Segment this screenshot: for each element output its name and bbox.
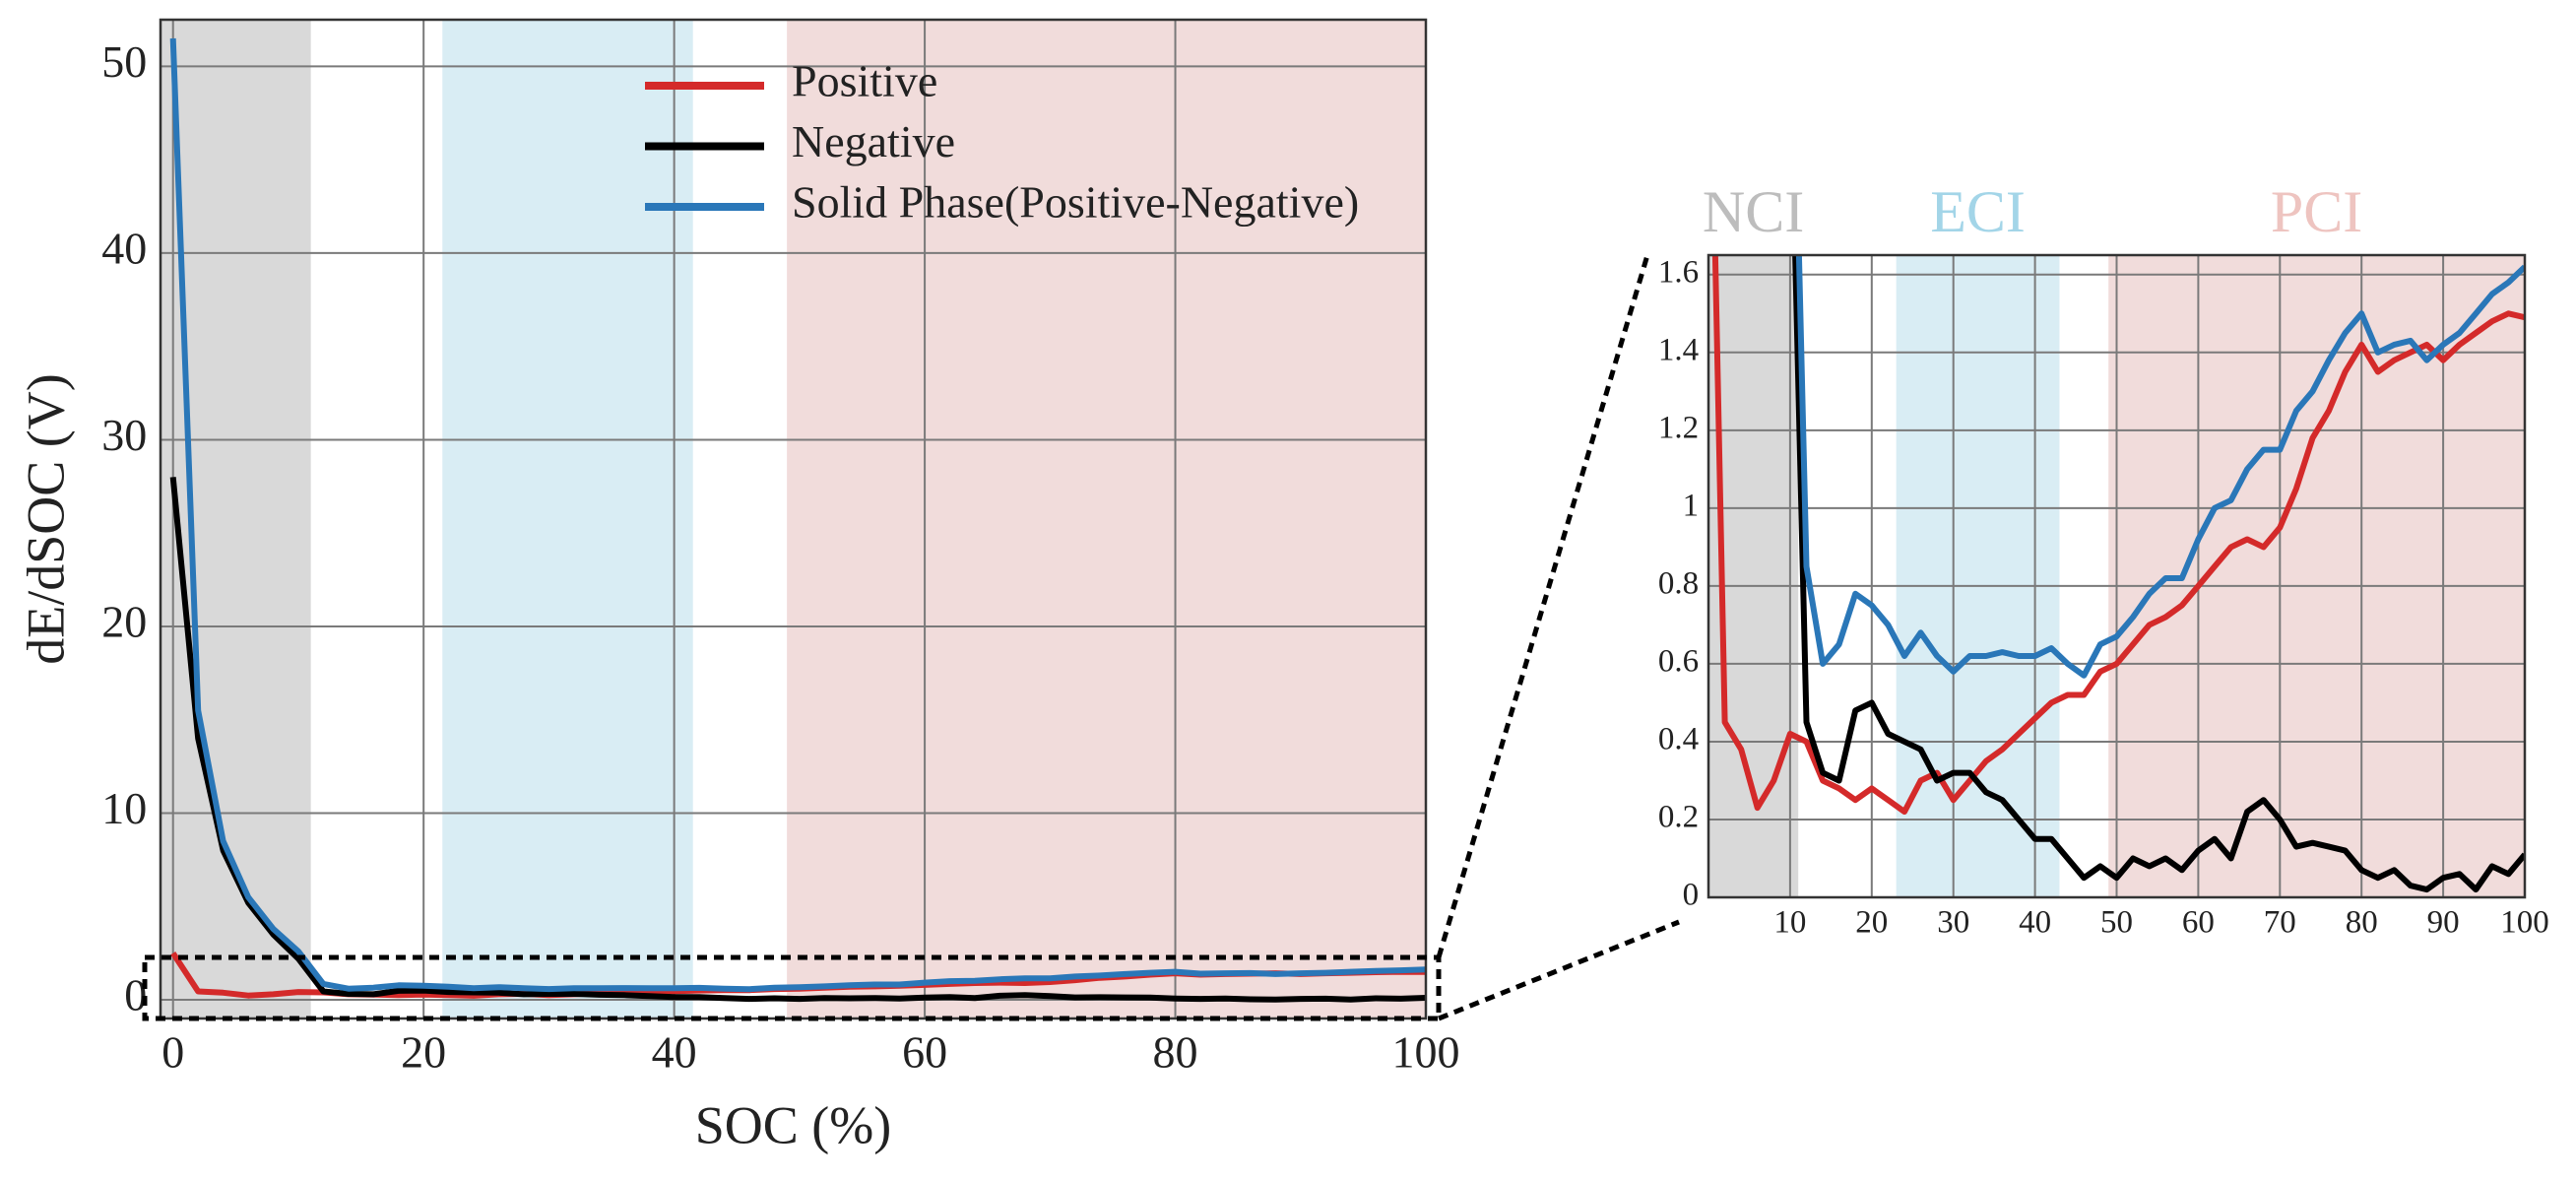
y-tick-label: 30 bbox=[101, 410, 147, 460]
y-tick-label: 1.6 bbox=[1658, 254, 1699, 290]
series-group bbox=[1711, 255, 2525, 893]
x-tick-label: 10 bbox=[1773, 905, 1806, 941]
y-tick-label: 0.6 bbox=[1658, 643, 1699, 679]
series-line bbox=[169, 477, 1426, 1003]
series-group bbox=[169, 37, 1426, 1003]
y-tick-label: 0 bbox=[1683, 878, 1700, 913]
region-band bbox=[442, 20, 693, 1018]
zoom-box bbox=[142, 954, 1442, 1021]
x-axis-label: SOC (%) bbox=[695, 1095, 892, 1154]
y-tick-label: 0 bbox=[124, 970, 147, 1020]
y-tick-label: 1.2 bbox=[1658, 410, 1699, 445]
x-tick-label: 50 bbox=[2100, 905, 2133, 941]
series-line bbox=[1795, 255, 2525, 679]
legend-label: Negative bbox=[792, 116, 955, 166]
region-band bbox=[1896, 255, 2060, 897]
x-tick-label: 70 bbox=[2264, 905, 2296, 941]
y-tick-label: 1.4 bbox=[1658, 332, 1699, 367]
y-tick-label: 1 bbox=[1683, 488, 1700, 523]
zoom-connector bbox=[1438, 919, 1680, 1021]
x-tick-label: 20 bbox=[401, 1027, 446, 1078]
y-tick-label: 20 bbox=[101, 597, 147, 647]
series-line bbox=[1792, 255, 2525, 893]
zoom-connector bbox=[1436, 254, 1650, 958]
region-band bbox=[161, 20, 311, 1018]
plot-frame bbox=[1707, 253, 2527, 899]
x-tick-label: 40 bbox=[652, 1027, 697, 1078]
x-tick-label: 100 bbox=[2500, 905, 2549, 941]
y-axis-label: dE/dSOC (V) bbox=[16, 373, 75, 665]
series-line bbox=[169, 37, 1426, 993]
x-tick-label: 60 bbox=[2182, 905, 2215, 941]
x-tick-label: 100 bbox=[1392, 1027, 1460, 1078]
region-label: PCI bbox=[2271, 179, 2362, 244]
y-tick-label: 0.8 bbox=[1658, 565, 1699, 601]
y-tick-label: 40 bbox=[101, 223, 147, 273]
x-tick-label: 80 bbox=[2346, 905, 2378, 941]
legend-label: Positive bbox=[792, 56, 937, 106]
x-tick-label: 80 bbox=[1153, 1027, 1198, 1078]
x-tick-label: 30 bbox=[1937, 905, 1969, 941]
region-band bbox=[787, 20, 1426, 1018]
y-tick-label: 0.4 bbox=[1658, 722, 1699, 757]
x-tick-label: 0 bbox=[161, 1027, 184, 1078]
legend-label: Solid Phase(Positive-Negative) bbox=[792, 177, 1359, 228]
y-tick-label: 50 bbox=[101, 36, 147, 87]
x-tick-label: 90 bbox=[2427, 905, 2460, 941]
region-label: NCI bbox=[1703, 179, 1804, 244]
x-tick-label: 60 bbox=[902, 1027, 947, 1078]
series-line bbox=[1711, 255, 2525, 816]
x-tick-label: 40 bbox=[2019, 905, 2051, 941]
x-tick-label: 20 bbox=[1855, 905, 1888, 941]
region-label: ECI bbox=[1930, 179, 2026, 244]
y-tick-label: 0.2 bbox=[1658, 800, 1699, 835]
y-tick-label: 10 bbox=[101, 783, 147, 833]
